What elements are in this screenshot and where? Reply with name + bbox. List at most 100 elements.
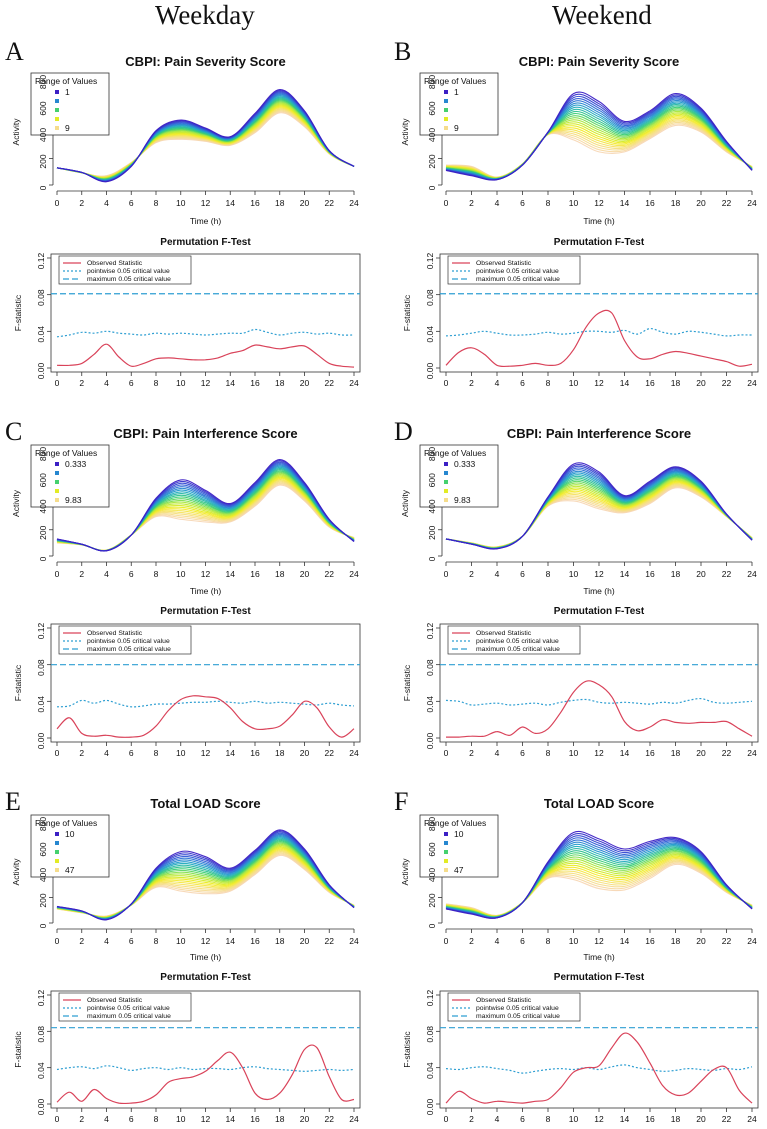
legend-maximum-label: maximum 0.05 critical value [476, 1013, 560, 1020]
legend-swatch [55, 859, 59, 863]
y-axis-label: F-statistic [402, 294, 412, 331]
y-tick-label: 0 [427, 556, 437, 561]
legend-observed-label: Observed Statistic [87, 630, 143, 637]
chart-title: CBPI: Pain Severity Score [519, 54, 679, 69]
x-tick-label: 22 [722, 936, 732, 946]
x-tick-label: 20 [300, 569, 310, 579]
x-tick-label: 12 [201, 1114, 211, 1124]
perm-legend-box [447, 992, 581, 1022]
x-tick-label: 20 [300, 936, 310, 946]
x-tick-label: 14 [620, 1114, 630, 1124]
y-tick-label: 800 [38, 817, 48, 831]
x-tick-label: 24 [747, 748, 757, 758]
chart-title: CBPI: Pain Interference Score [507, 426, 691, 441]
x-tick-label: 24 [349, 198, 359, 208]
x-tick-label: 6 [129, 569, 134, 579]
x-tick-label: 12 [594, 936, 604, 946]
x-tick-label: 10 [176, 936, 186, 946]
legend-title: Range of Values [35, 76, 97, 86]
x-tick-label: 14 [226, 748, 236, 758]
x-tick-label: 10 [569, 569, 579, 579]
legend-swatch [444, 480, 448, 484]
chart-title: Total LOAD Score [544, 796, 654, 811]
legend-swatch [55, 480, 59, 484]
legend-pointwise-label: pointwise 0.05 critical value [476, 1005, 559, 1012]
y-tick-label: 0.00 [36, 732, 46, 749]
x-tick-label: 6 [520, 378, 525, 388]
x-tick-label: 18 [671, 1114, 681, 1124]
x-tick-label: 24 [747, 936, 757, 946]
pointwise-critical-line [445, 697, 753, 706]
y-tick-label: 600 [427, 842, 437, 856]
legend-pointwise-label: pointwise 0.05 critical value [476, 638, 559, 645]
y-tick-label: 0.00 [425, 732, 435, 749]
perm-legend-box [58, 255, 192, 285]
x-tick-label: 24 [349, 1114, 359, 1124]
x-tick-label: 0 [55, 569, 60, 579]
x-tick-label: 18 [275, 198, 285, 208]
x-tick-label: 20 [300, 1114, 310, 1124]
x-tick-label: 16 [250, 1114, 260, 1124]
legend-min-label: 10 [454, 829, 464, 839]
x-tick-label: 10 [569, 936, 579, 946]
x-tick-label: 6 [520, 569, 525, 579]
x-tick-label: 24 [349, 936, 359, 946]
x-tick-label: 8 [546, 1114, 551, 1124]
y-tick-label: 200 [427, 154, 437, 168]
legend-max-label: 47 [454, 865, 464, 875]
x-axis-label: Time (h) [583, 952, 614, 962]
x-tick-label: 18 [275, 569, 285, 579]
x-tick-label: 18 [275, 748, 285, 758]
legend-swatch [444, 117, 448, 121]
x-tick-label: 8 [154, 569, 159, 579]
x-tick-label: 20 [696, 378, 706, 388]
x-tick-label: 20 [696, 936, 706, 946]
y-axis-label: F-statistic [13, 294, 23, 331]
y-tick-label: 200 [38, 154, 48, 168]
x-tick-label: 18 [275, 936, 285, 946]
x-tick-label: 20 [696, 198, 706, 208]
y-tick-label: 0.12 [36, 622, 46, 639]
y-tick-label: 0.04 [425, 326, 435, 343]
x-tick-label: 16 [645, 378, 655, 388]
x-tick-label: 20 [696, 748, 706, 758]
legend-swatch [55, 99, 59, 103]
x-tick-label: 18 [671, 936, 681, 946]
x-tick-label: 6 [520, 198, 525, 208]
legend-max-label: 9.83 [65, 495, 82, 505]
chart-title: Total LOAD Score [150, 796, 260, 811]
x-tick-label: 22 [722, 198, 732, 208]
x-tick-label: 20 [300, 378, 310, 388]
x-tick-label: 0 [55, 748, 60, 758]
x-tick-label: 2 [469, 748, 474, 758]
panel-d: CBPI: Pain Interference Score [419, 426, 759, 746]
perm-title: Permutation F-Test [554, 237, 645, 248]
perm-legend-box [58, 625, 192, 655]
pointwise-critical-line [56, 328, 355, 338]
y-tick-label: 0 [427, 185, 437, 190]
x-tick-label: 22 [722, 1114, 732, 1124]
y-axis-label: Activity [11, 858, 21, 886]
x-tick-label: 14 [226, 569, 236, 579]
legend-box [30, 72, 110, 136]
x-tick-label: 22 [325, 569, 335, 579]
x-tick-label: 14 [620, 378, 630, 388]
legend-box [419, 72, 499, 136]
x-tick-label: 12 [201, 936, 211, 946]
y-tick-label: 800 [427, 817, 437, 831]
y-axis-label: Activity [400, 489, 410, 517]
legend-pointwise-label: pointwise 0.05 critical value [87, 638, 170, 645]
x-tick-label: 24 [747, 378, 757, 388]
y-tick-label: 400 [427, 128, 437, 142]
y-tick-label: 0.04 [36, 1062, 46, 1079]
x-tick-label: 4 [104, 1114, 109, 1124]
x-tick-label: 18 [671, 378, 681, 388]
pointwise-critical-line [445, 1064, 753, 1074]
x-tick-label: 4 [495, 378, 500, 388]
x-tick-label: 8 [154, 198, 159, 208]
x-tick-label: 16 [250, 198, 260, 208]
panel-letter: F [394, 787, 408, 816]
x-axis-label: Time (h) [583, 216, 614, 226]
legend-swatch [444, 489, 448, 493]
perm-title: Permutation F-Test [554, 972, 645, 983]
